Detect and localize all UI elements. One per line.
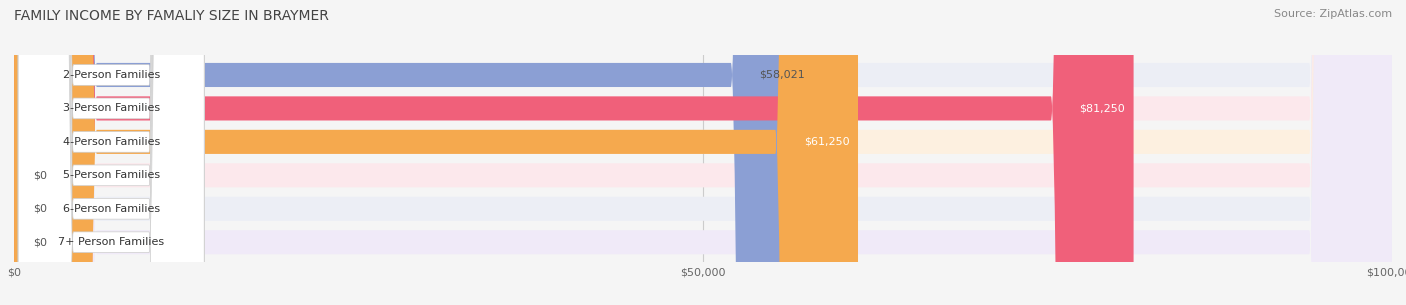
FancyBboxPatch shape xyxy=(18,0,204,305)
Text: Source: ZipAtlas.com: Source: ZipAtlas.com xyxy=(1274,9,1392,19)
Text: 5-Person Families: 5-Person Families xyxy=(63,170,160,180)
Text: $61,250: $61,250 xyxy=(804,137,849,147)
FancyBboxPatch shape xyxy=(14,0,858,305)
FancyBboxPatch shape xyxy=(18,0,204,305)
Text: FAMILY INCOME BY FAMALIY SIZE IN BRAYMER: FAMILY INCOME BY FAMALIY SIZE IN BRAYMER xyxy=(14,9,329,23)
FancyBboxPatch shape xyxy=(14,0,1133,305)
Text: 7+ Person Families: 7+ Person Families xyxy=(58,237,165,247)
FancyBboxPatch shape xyxy=(14,0,1392,305)
FancyBboxPatch shape xyxy=(14,0,1392,305)
Text: 6-Person Families: 6-Person Families xyxy=(63,204,160,214)
FancyBboxPatch shape xyxy=(14,0,1392,305)
FancyBboxPatch shape xyxy=(18,0,204,305)
Text: $58,021: $58,021 xyxy=(759,70,806,80)
FancyBboxPatch shape xyxy=(18,0,204,305)
FancyBboxPatch shape xyxy=(14,0,1392,305)
FancyBboxPatch shape xyxy=(14,0,1392,305)
Text: $0: $0 xyxy=(34,170,48,180)
Text: 2-Person Families: 2-Person Families xyxy=(63,70,160,80)
FancyBboxPatch shape xyxy=(14,0,1392,305)
FancyBboxPatch shape xyxy=(14,0,814,305)
FancyBboxPatch shape xyxy=(18,0,204,305)
Text: $0: $0 xyxy=(34,204,48,214)
Text: 4-Person Families: 4-Person Families xyxy=(63,137,160,147)
FancyBboxPatch shape xyxy=(18,0,204,305)
Text: $81,250: $81,250 xyxy=(1080,103,1125,113)
Text: $0: $0 xyxy=(34,237,48,247)
Text: 3-Person Families: 3-Person Families xyxy=(63,103,160,113)
